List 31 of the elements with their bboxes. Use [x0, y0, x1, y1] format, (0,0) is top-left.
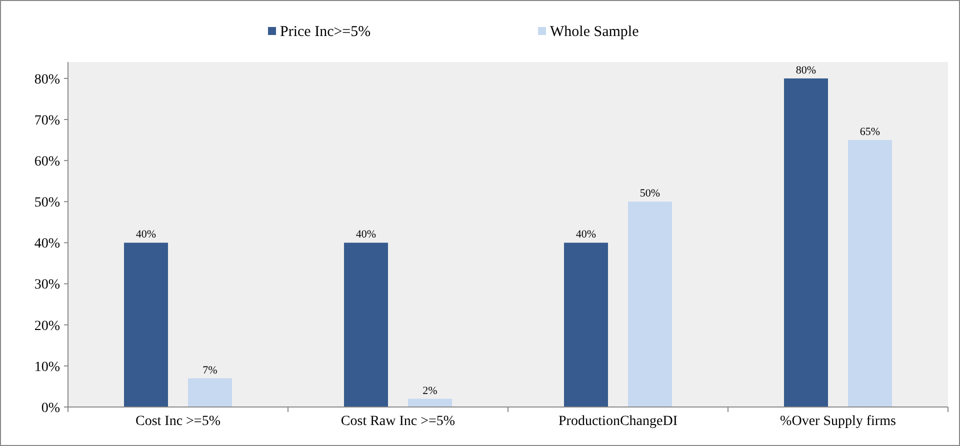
y-tick-label: 20% [34, 318, 60, 334]
bar [628, 202, 672, 407]
bar [124, 242, 168, 407]
data-label: 40% [136, 228, 156, 241]
bar [848, 140, 892, 407]
y-tick-label: 60% [34, 154, 60, 170]
legend-label: Price Inc>=5% [280, 24, 371, 40]
y-tick-label: 50% [34, 196, 60, 211]
bar [784, 78, 828, 407]
x-tick-label: Cost Raw Inc >=5% [340, 414, 456, 429]
y-tick-label: 0% [41, 400, 60, 416]
data-label: 40% [576, 228, 596, 241]
bar [188, 378, 232, 407]
y-tick-label: 80% [34, 72, 60, 88]
y-tick-label: 70% [34, 113, 60, 128]
data-label: 7% [202, 364, 218, 376]
data-label: 2% [422, 384, 438, 397]
x-tick-label: ProductionChangeDI [558, 414, 678, 429]
x-tick-label: %Over Supply firms [780, 414, 896, 429]
bar [564, 242, 608, 407]
bar [344, 242, 388, 407]
y-tick-label: 40% [34, 236, 60, 252]
bar [408, 398, 452, 407]
data-label: 65% [860, 126, 880, 138]
y-tick-label: 10% [34, 360, 60, 375]
y-tick-label: 30% [34, 278, 60, 293]
data-label: 40% [356, 228, 376, 241]
data-label: 80% [796, 64, 816, 76]
data-label: 50% [640, 188, 660, 200]
x-tick-label: Cost Inc >=5% [135, 414, 221, 429]
legend-label: Whole Sample [550, 24, 640, 40]
